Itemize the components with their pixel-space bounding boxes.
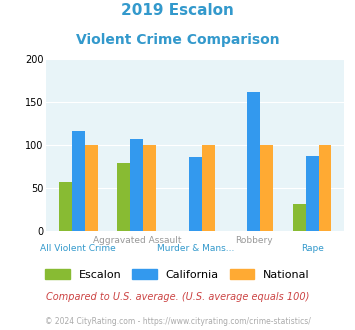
Bar bbox=[319, 145, 332, 231]
Bar bbox=[130, 139, 143, 231]
Bar bbox=[59, 182, 72, 231]
Text: Murder & Mans...: Murder & Mans... bbox=[157, 244, 234, 252]
Bar bbox=[202, 145, 214, 231]
Bar bbox=[293, 204, 306, 231]
Text: © 2024 CityRating.com - https://www.cityrating.com/crime-statistics/: © 2024 CityRating.com - https://www.city… bbox=[45, 317, 310, 326]
Text: Aggravated Assault: Aggravated Assault bbox=[93, 236, 181, 245]
Text: All Violent Crime: All Violent Crime bbox=[40, 244, 116, 252]
Bar bbox=[189, 157, 202, 231]
Bar bbox=[118, 163, 130, 231]
Legend: Escalon, California, National: Escalon, California, National bbox=[41, 265, 314, 284]
Text: Robbery: Robbery bbox=[235, 236, 273, 245]
Bar bbox=[306, 156, 319, 231]
Bar bbox=[247, 92, 260, 231]
Text: 2019 Escalon: 2019 Escalon bbox=[121, 3, 234, 18]
Bar bbox=[260, 145, 273, 231]
Bar bbox=[143, 145, 156, 231]
Text: Rape: Rape bbox=[301, 244, 324, 252]
Text: Violent Crime Comparison: Violent Crime Comparison bbox=[76, 33, 279, 47]
Bar bbox=[72, 131, 85, 231]
Bar bbox=[85, 145, 98, 231]
Text: Compared to U.S. average. (U.S. average equals 100): Compared to U.S. average. (U.S. average … bbox=[46, 292, 309, 302]
